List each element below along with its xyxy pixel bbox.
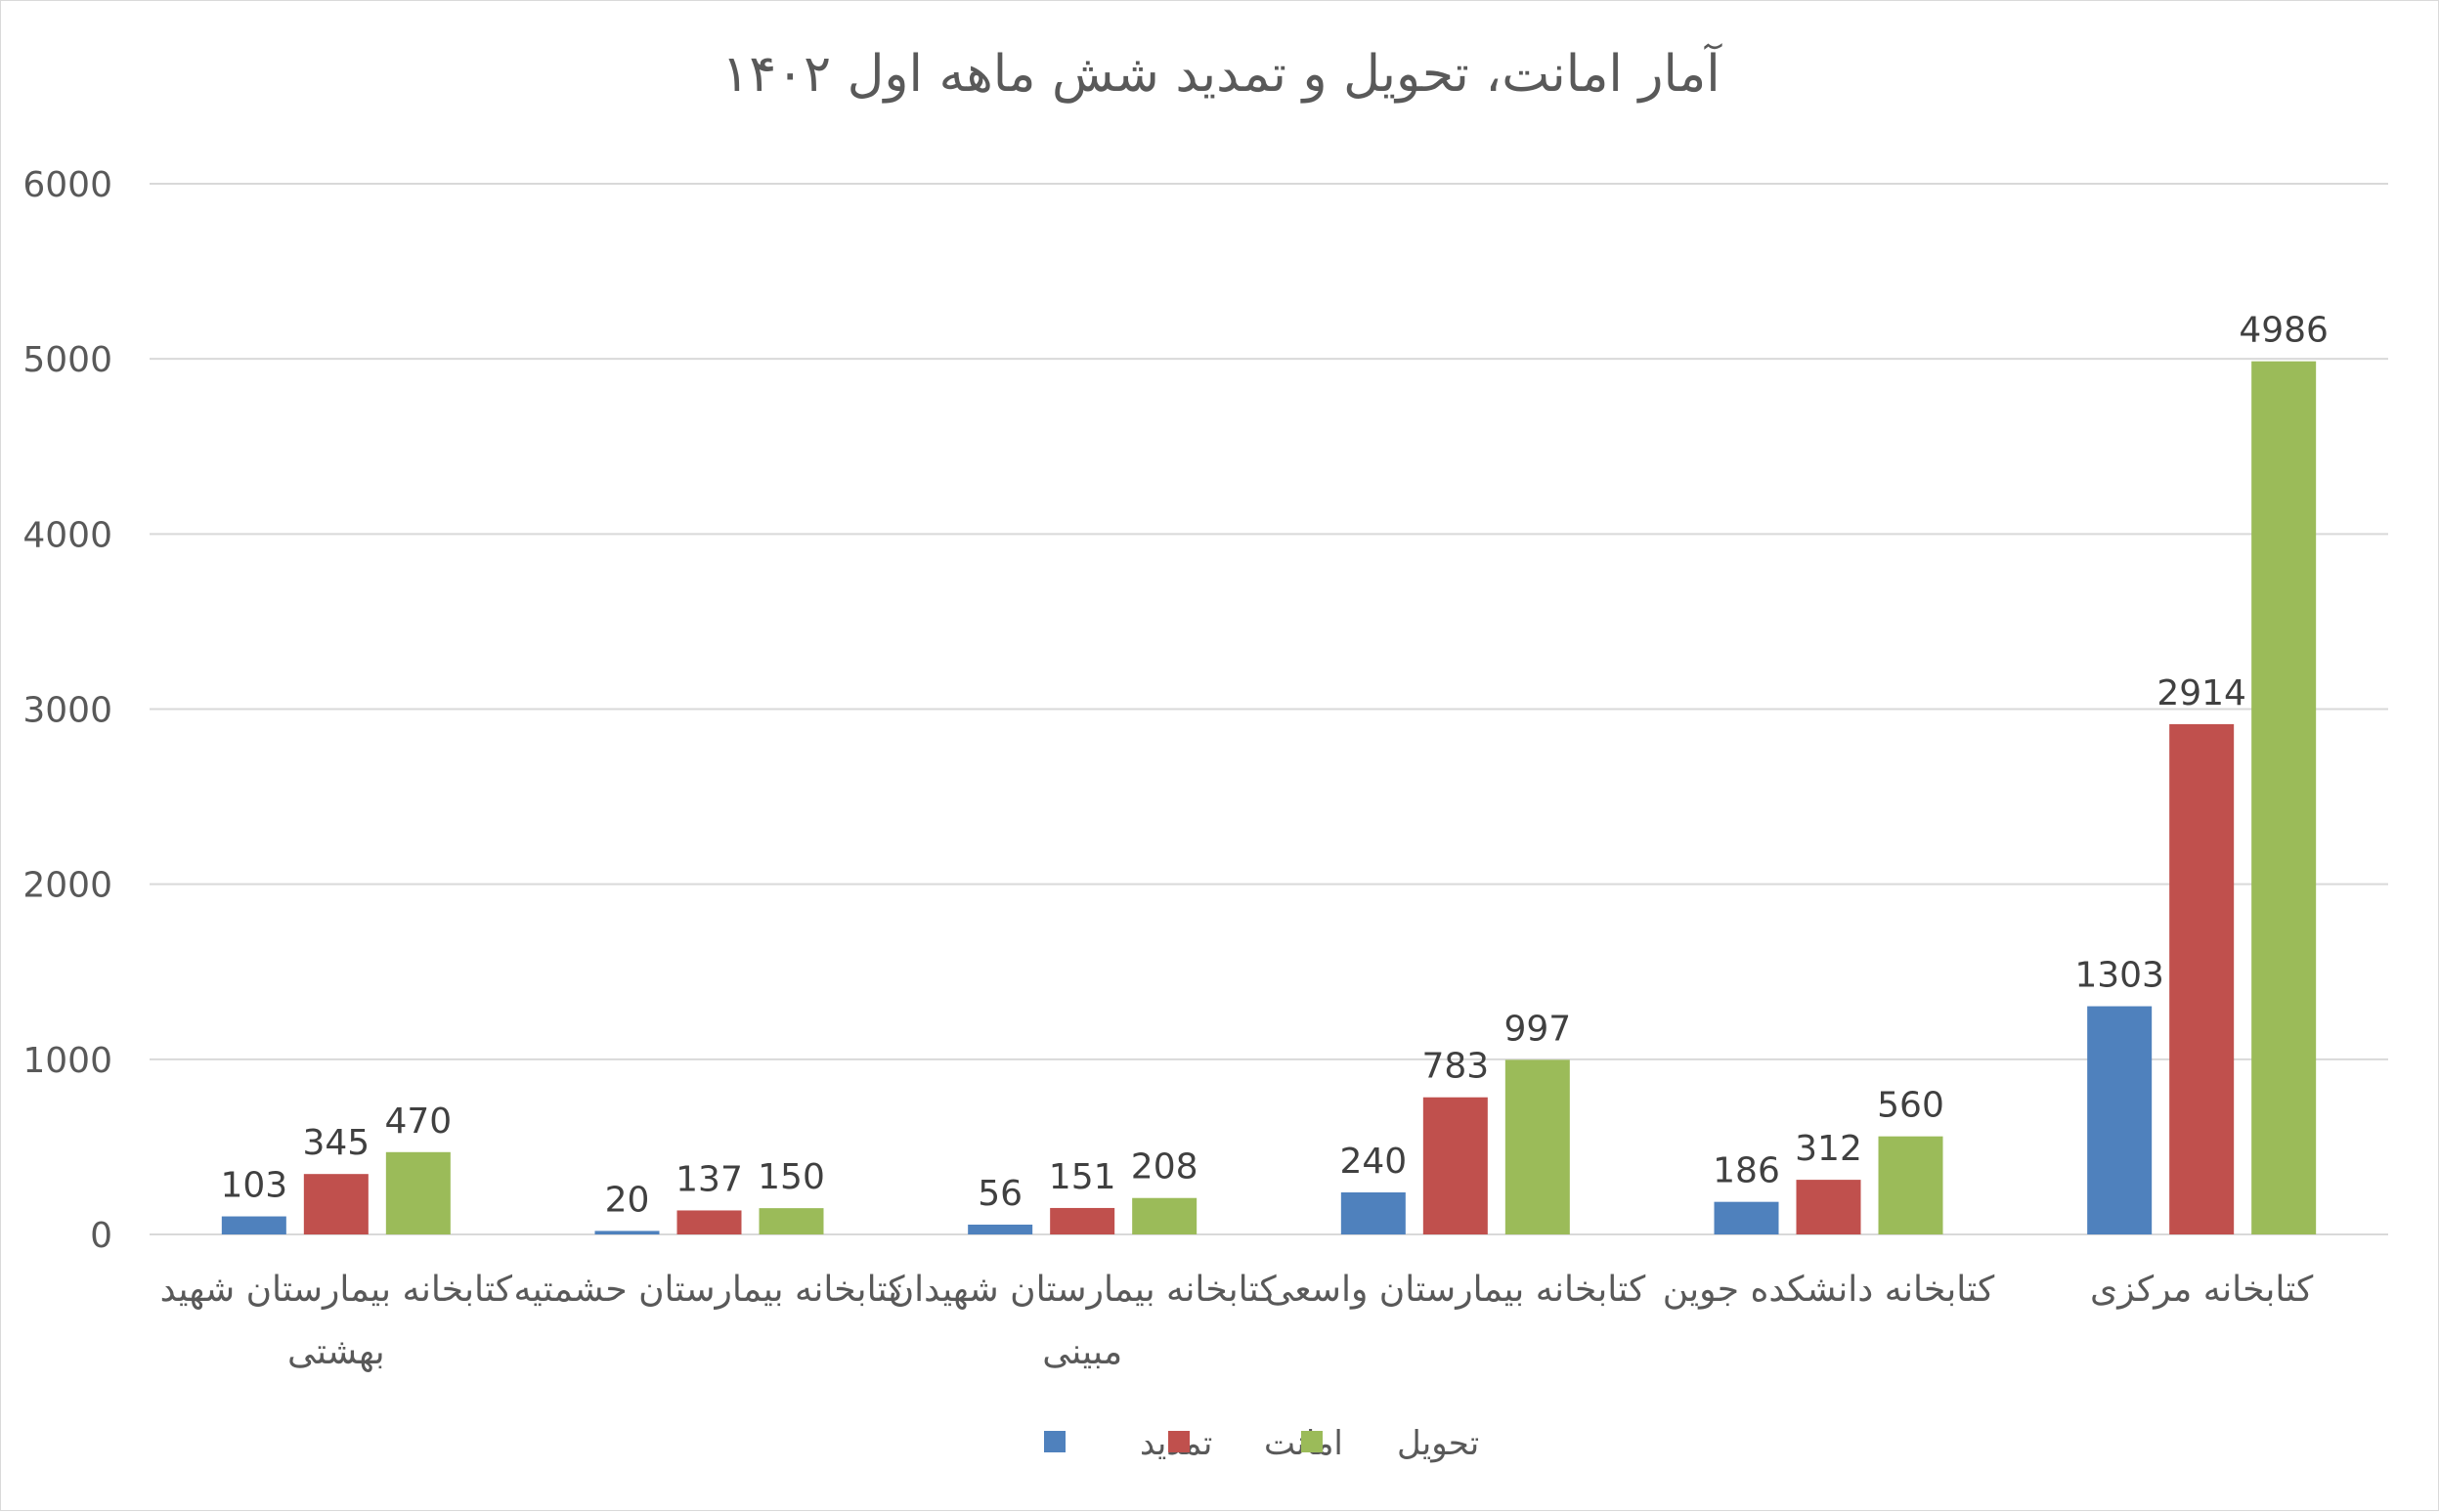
data-label: 560 xyxy=(1877,1086,1944,1126)
bar xyxy=(1132,1197,1198,1234)
x-tick-label: بهشتی xyxy=(287,1332,385,1372)
x-tick-label: مبینی xyxy=(1042,1332,1122,1372)
bar xyxy=(2251,361,2317,1234)
bar xyxy=(1714,1201,1779,1234)
bar xyxy=(594,1231,660,1234)
y-tick-label: 0 xyxy=(90,1216,112,1256)
data-label: 103 xyxy=(220,1166,287,1206)
legend: تمدیدامانتتحویل xyxy=(1044,1424,1479,1463)
x-tick-label: کتابخانه مرکزی xyxy=(2090,1270,2314,1310)
legend-swatch xyxy=(1168,1431,1190,1452)
data-label: 4986 xyxy=(2239,311,2329,351)
bar xyxy=(1796,1180,1861,1234)
bar xyxy=(2169,723,2235,1234)
bar xyxy=(2087,1006,2153,1234)
data-label: 56 xyxy=(978,1174,1023,1214)
data-label: 240 xyxy=(1339,1142,1407,1182)
data-label: 20 xyxy=(605,1180,650,1220)
data-label: 1303 xyxy=(2074,956,2164,996)
legend-label: تحویل xyxy=(1397,1424,1479,1463)
chart-title: آمار امانت، تحویل و تمدید شش ماهه اول ۱۴… xyxy=(721,42,1722,104)
bar xyxy=(1422,1097,1488,1234)
y-tick-label: 2000 xyxy=(22,866,112,906)
bar xyxy=(968,1224,1033,1234)
x-tick-label: کتابخانه بیمارستان حشمتیه xyxy=(513,1270,905,1310)
y-tick-label: 4000 xyxy=(22,515,112,555)
y-tick-label: 5000 xyxy=(22,340,112,380)
bar xyxy=(1340,1192,1406,1234)
bar xyxy=(1050,1207,1115,1234)
data-labels: 103 345 470 20 137 150 56 151 208 240 783 997 186 312… xyxy=(220,311,2329,1221)
x-axis-ticks: کتابخانه بیمارستان شهید بهشتی کتابخانه بیم… xyxy=(160,1270,2315,1372)
gridlines xyxy=(150,183,2388,1235)
data-label: 186 xyxy=(1713,1151,1780,1191)
bar xyxy=(676,1210,742,1234)
bar xyxy=(303,1174,369,1234)
data-label: 150 xyxy=(758,1157,825,1197)
data-label: 137 xyxy=(675,1159,743,1199)
data-label: 151 xyxy=(1049,1157,1116,1197)
bar xyxy=(385,1151,451,1234)
data-label: 345 xyxy=(302,1123,370,1163)
x-tick-label: کتابخانه بیمارستان شهید xyxy=(160,1270,513,1310)
y-tick-label: 6000 xyxy=(22,165,112,205)
bars xyxy=(221,361,2317,1234)
legend-swatch xyxy=(1301,1431,1323,1452)
data-label: 783 xyxy=(1421,1047,1489,1087)
data-label: 997 xyxy=(1503,1009,1571,1049)
x-tick-label: کتابخانه دانشکده جوین xyxy=(1663,1270,1995,1310)
bar xyxy=(1878,1136,1943,1234)
data-label: 2914 xyxy=(2156,673,2246,713)
y-tick-label: 1000 xyxy=(22,1041,112,1081)
y-tick-label: 3000 xyxy=(22,691,112,731)
data-label: 470 xyxy=(384,1102,452,1142)
data-label: 208 xyxy=(1131,1147,1198,1188)
x-tick-label: کتابخانه بیمارستان واسعی xyxy=(1265,1270,1646,1310)
data-label: 312 xyxy=(1795,1129,1862,1169)
y-axis-ticks: 0 1000 2000 3000 4000 5000 6000 xyxy=(22,165,112,1256)
x-tick-label: کتابخانه بیمارستان شهیدان xyxy=(889,1270,1278,1310)
bar xyxy=(221,1216,286,1234)
legend-swatch xyxy=(1044,1431,1066,1452)
bar xyxy=(1504,1059,1570,1234)
bar xyxy=(759,1208,824,1234)
